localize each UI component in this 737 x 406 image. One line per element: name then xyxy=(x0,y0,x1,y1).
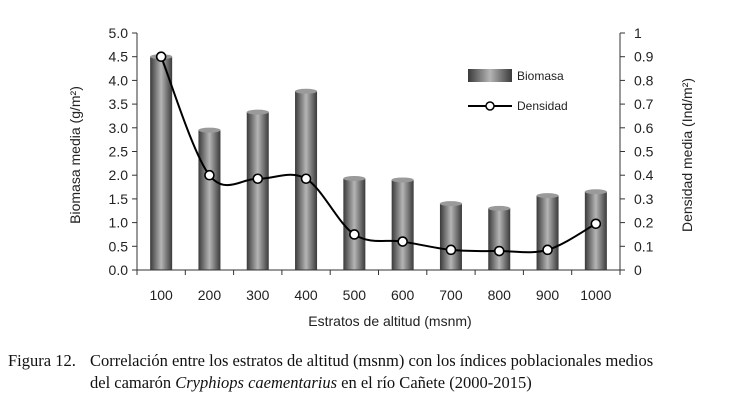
y-tick-label: 3.0 xyxy=(109,120,129,136)
y2-tick-label: 0.8 xyxy=(634,72,654,88)
caption-label: Figura 12. xyxy=(8,351,76,370)
y2-tick-label: 0.4 xyxy=(634,167,654,183)
legend-densidad-label: Densidad xyxy=(517,99,568,113)
y2-tick-label: 0.7 xyxy=(634,96,654,112)
bar-700 xyxy=(439,203,462,270)
y-tick-label: 1.5 xyxy=(109,191,129,207)
bar-top-800 xyxy=(488,205,511,211)
bar-top-600 xyxy=(391,177,414,183)
densidad-line xyxy=(160,56,597,254)
legend-densidad-marker xyxy=(485,101,495,111)
y-tick-label: 3.5 xyxy=(109,96,129,112)
bar-300 xyxy=(246,112,269,271)
densidad-point-100 xyxy=(155,51,167,63)
y2-tick-label: 0.6 xyxy=(634,120,654,136)
legend: Biomasa Densidad xyxy=(468,69,568,113)
x-tick-label: 500 xyxy=(343,287,367,303)
bar-top-500 xyxy=(343,176,366,182)
y2-tick-label: 0.3 xyxy=(634,191,654,207)
bar-top-300 xyxy=(246,109,269,115)
densidad-point-400 xyxy=(300,173,312,185)
x-tick-label: 300 xyxy=(246,287,270,303)
x-tick-label: 600 xyxy=(391,287,415,303)
caption-species-name: Cryphiops caementarius xyxy=(175,373,337,392)
densidad-point-900 xyxy=(542,244,553,256)
axes xyxy=(132,32,625,275)
bar-top-700 xyxy=(439,201,462,207)
y2-tick-label: 0.2 xyxy=(634,215,654,231)
x-tick-label: 900 xyxy=(536,287,560,303)
y2-axis-label: Densidad media (Ind/m²) xyxy=(679,78,695,232)
y-tick-label: 0.0 xyxy=(109,262,129,278)
densidad-point-500 xyxy=(349,229,360,240)
figure-caption: Figura 12. Correlación entre los estrato… xyxy=(8,350,733,394)
densidad-point-600 xyxy=(397,236,408,247)
densidad-point-200 xyxy=(204,169,215,181)
y2-tick-label: 0 xyxy=(634,262,642,278)
y-tick-label: 4.0 xyxy=(109,72,129,88)
caption-line2: del camarón Cryphiops caementarius en el… xyxy=(8,372,733,394)
tick-labels: 0.0 0.5 1.0 1.5 2.0 2.5 3.0 3.5 4.0 4.5 5.0 0 0.1 0.2… xyxy=(109,25,654,303)
densidad-line-series xyxy=(155,51,602,257)
bar-800 xyxy=(488,208,511,270)
x-axis-label: Estratos de altitud (msnm) xyxy=(308,313,471,329)
x-tick-label: 700 xyxy=(439,287,463,303)
legend-biomasa-label: Biomasa xyxy=(517,69,564,83)
bar-600 xyxy=(391,179,414,270)
chart: 0.0 0.5 1.0 1.5 2.0 2.5 3.0 3.5 4.0 4.5 5.0 0 0.1 0.2… xyxy=(67,25,695,329)
caption-line2-suffix: en el río Cañete (2000-2015) xyxy=(337,373,532,392)
y2-tick-label: 0.1 xyxy=(634,238,654,254)
caption-line2-prefix: del camarón xyxy=(90,373,176,392)
y-tick-label: 0.5 xyxy=(109,238,129,254)
densidad-point-1000 xyxy=(590,218,602,230)
bar-top-900 xyxy=(536,193,559,199)
y-axis-label: Biomasa media (g/m²) xyxy=(67,86,83,224)
x-tick-label: 1000 xyxy=(580,287,611,303)
y-tick-label: 1.0 xyxy=(109,215,129,231)
y2-tick-label: 1 xyxy=(634,25,642,41)
bar-top-200 xyxy=(198,127,221,133)
bar-100 xyxy=(150,56,173,271)
x-tick-label: 100 xyxy=(149,287,173,303)
bar-top-400 xyxy=(295,88,318,94)
y2-tick-label: 0.5 xyxy=(634,144,654,160)
y-tick-label: 2.5 xyxy=(109,144,129,160)
densidad-point-300 xyxy=(252,173,264,185)
bar-top-1000 xyxy=(584,189,607,195)
y-tick-label: 4.5 xyxy=(109,49,129,65)
bar-900 xyxy=(536,195,559,270)
caption-line1: Correlación entre los estratos de altitu… xyxy=(90,351,654,370)
x-tick-label: 800 xyxy=(488,287,512,303)
y2-tick-label: 0.9 xyxy=(634,49,654,65)
x-tick-label: 400 xyxy=(294,287,318,303)
bar-1000 xyxy=(584,191,607,270)
x-tick-label: 200 xyxy=(198,287,222,303)
y-tick-label: 5.0 xyxy=(109,25,129,41)
biomasa-bars xyxy=(150,54,607,271)
y-tick-label: 2.0 xyxy=(109,167,129,183)
densidad-point-700 xyxy=(445,244,457,256)
legend-biomasa-swatch xyxy=(468,69,512,82)
bar-200 xyxy=(198,130,221,270)
bar-500 xyxy=(343,178,366,270)
densidad-point-800 xyxy=(493,245,505,257)
